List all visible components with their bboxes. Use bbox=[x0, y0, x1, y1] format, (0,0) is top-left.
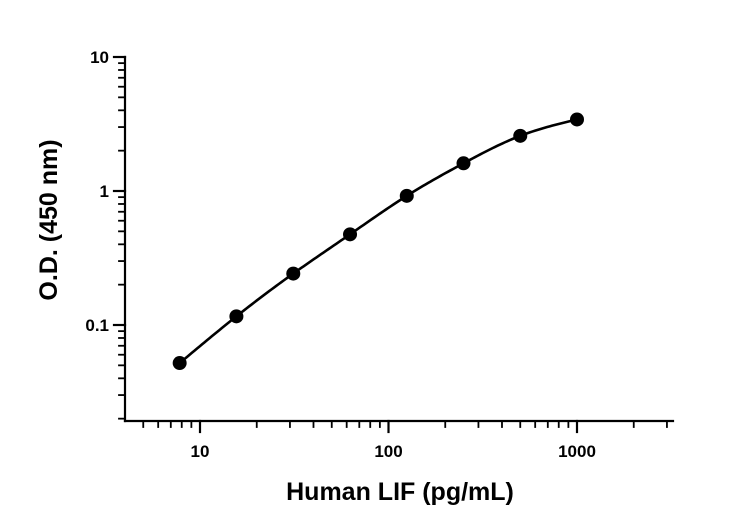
axes: 0.1 1 10 10 100 1000 bbox=[85, 48, 675, 461]
data-point bbox=[172, 356, 187, 371]
y-tick-label: 1 bbox=[100, 182, 109, 201]
y-tick-label: 10 bbox=[90, 48, 109, 67]
x-tick-label: 1000 bbox=[558, 442, 596, 461]
data-point bbox=[570, 112, 584, 127]
y-tick-label: 0.1 bbox=[85, 316, 109, 335]
data-point bbox=[286, 266, 301, 281]
x-tick-label: 100 bbox=[374, 442, 402, 461]
data-point bbox=[343, 227, 358, 242]
data-point bbox=[513, 128, 528, 143]
data-point bbox=[229, 309, 244, 324]
y-axis-title: O.D. (450 nm) bbox=[35, 139, 63, 300]
data-point bbox=[399, 188, 414, 203]
x-axis-title: Human LIF (pg/mL) bbox=[286, 478, 514, 506]
data-points-layer bbox=[172, 112, 584, 371]
fit-curve-layer bbox=[178, 118, 578, 365]
data-point bbox=[456, 156, 471, 171]
fit-curve-line bbox=[178, 118, 578, 365]
x-tick-label: 10 bbox=[191, 442, 210, 461]
